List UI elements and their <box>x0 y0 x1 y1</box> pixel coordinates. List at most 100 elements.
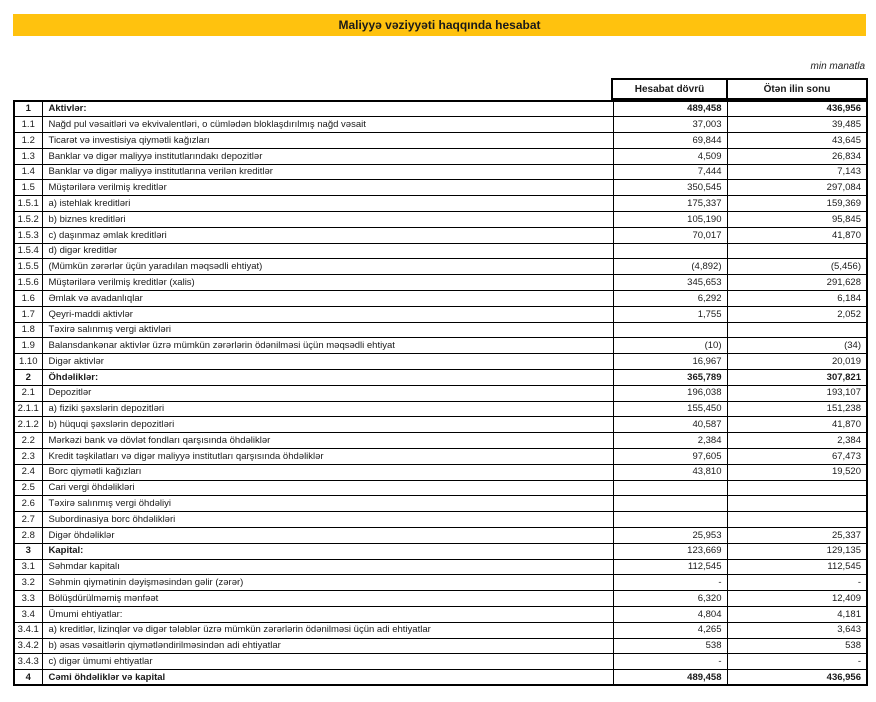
current-period-value-cell: 70,017 <box>612 226 728 244</box>
table-row: 1.5.2 b) biznes kreditləri 105,190 95,845 <box>13 211 868 228</box>
previous-year-value-cell <box>726 495 868 513</box>
row-number-cell: 2 <box>13 369 43 386</box>
row-number-cell: 1.5.2 <box>13 211 43 228</box>
row-number-cell: 2.5 <box>13 479 43 497</box>
table-row: 1.3 Banklar və digər maliyyə institutları… <box>13 147 868 165</box>
current-period-value-cell: 4,804 <box>612 606 728 623</box>
row-number-cell: 3 <box>13 542 43 560</box>
table-row: 3.4 Ümumi ehtiyatlar: 4,804 4,181 <box>13 606 868 623</box>
row-label-cell: Banklar və digər maliyyə institutlarına … <box>41 163 614 181</box>
current-period-value-cell <box>612 479 728 497</box>
row-label-cell: c) daşınmaz əmlak kreditləri <box>41 226 614 244</box>
previous-year-value-cell: 193,107 <box>726 384 868 402</box>
row-number-cell: 4 <box>13 669 43 686</box>
table-row: 2.1.2 b) hüquqi şəxslərin depozitləri 40,5… <box>13 416 868 434</box>
previous-year-value-cell: 41,870 <box>726 226 868 244</box>
row-label-cell: Bölüşdürülməmiş mənfəət <box>41 590 614 607</box>
row-number-cell: 1.5.6 <box>13 274 43 292</box>
previous-year-value-cell: 291,628 <box>726 274 868 292</box>
row-number-cell: 1.3 <box>13 147 43 165</box>
previous-year-value-cell: 436,956 <box>726 669 868 686</box>
previous-year-value-cell: 12,409 <box>726 590 868 607</box>
row-number-cell: 2.7 <box>13 511 43 529</box>
row-number-cell: 1.9 <box>13 337 43 355</box>
previous-year-value-cell: 2,384 <box>726 432 868 450</box>
table-row: 2.3 Kredit təşkilatları və digər maliyyə … <box>13 448 868 465</box>
row-label-cell: Öhdəliklər: <box>41 369 614 386</box>
row-label-cell: b) biznes kreditləri <box>41 211 614 228</box>
row-number-cell: 2.1.1 <box>13 400 43 418</box>
column-header-current: Hesabat dövrü <box>611 78 728 100</box>
report-title-banner: Maliyyə vəziyyəti haqqında hesabat <box>13 14 866 36</box>
row-number-cell: 2.4 <box>13 463 43 481</box>
row-number-cell: 1.6 <box>13 290 43 307</box>
table-row: 1.4 Banklar və digər maliyyə institutları… <box>13 163 868 181</box>
current-period-value-cell: 175,337 <box>612 195 728 213</box>
row-number-cell: 3.4.2 <box>13 637 43 655</box>
row-label-cell: Kapital: <box>41 542 614 560</box>
table-row: 1.5 Müştərilərə verilmiş kreditlər 350,545… <box>13 179 868 197</box>
current-period-value-cell: 97,605 <box>612 448 728 465</box>
row-label-cell: a) fiziki şəxslərin depozitləri <box>41 400 614 418</box>
current-period-value-cell: 345,653 <box>612 274 728 292</box>
row-label-cell: Müştərilərə verilmiş kreditlər (xalis) <box>41 274 614 292</box>
table-row: 2.5 Cari vergi öhdəlikləri <box>13 479 868 497</box>
current-period-value-cell: 196,038 <box>612 384 728 402</box>
table-row: 3 Kapital: 123,669 129,135 <box>13 542 868 560</box>
row-label-cell: a) istehlak kreditləri <box>41 195 614 213</box>
row-number-cell: 1.1 <box>13 116 43 134</box>
previous-year-value-cell: 20,019 <box>726 353 868 371</box>
current-period-value-cell: - <box>612 653 728 671</box>
row-label-cell: Qeyri-maddi aktivlər <box>41 305 614 323</box>
current-period-value-cell: 1,755 <box>612 305 728 323</box>
previous-year-value-cell: 39,485 <box>726 116 868 134</box>
row-label-cell: b) hüquqi şəxslərin depozitləri <box>41 416 614 434</box>
row-number-cell: 3.4.3 <box>13 653 43 671</box>
row-number-cell: 1.8 <box>13 321 43 339</box>
row-number-cell: 2.8 <box>13 527 43 544</box>
current-period-value-cell: 105,190 <box>612 211 728 228</box>
column-header-row: Hesabat dövrü Ötən ilin sonu <box>611 78 868 100</box>
row-label-cell: Cari vergi öhdəlikləri <box>41 479 614 497</box>
row-number-cell: 2.2 <box>13 432 43 450</box>
previous-year-value-cell: - <box>726 653 868 671</box>
row-label-cell: Depozitlər <box>41 384 614 402</box>
row-number-cell: 2.1.2 <box>13 416 43 434</box>
row-label-cell: Subordinasiya borc öhdəlikləri <box>41 511 614 529</box>
table-row: 3.4.2 b) əsas vəsaitlərin qiymətləndirilm… <box>13 637 868 655</box>
previous-year-value-cell: 41,870 <box>726 416 868 434</box>
previous-year-value-cell: 43,645 <box>726 132 868 149</box>
row-label-cell: Balansdankənar aktivlər üzrə mümkün zərə… <box>41 337 614 355</box>
previous-year-value-cell: (5,456) <box>726 258 868 276</box>
current-period-value-cell: 69,844 <box>612 132 728 149</box>
previous-year-value-cell: 129,135 <box>726 542 868 560</box>
page-title: Maliyyə vəziyyəti haqqında hesabat <box>338 18 541 32</box>
row-number-cell: 1.2 <box>13 132 43 149</box>
row-label-cell: Müştərilərə verilmiş kreditlər <box>41 179 614 197</box>
row-label-cell: Digər aktivlər <box>41 353 614 371</box>
row-number-cell: 3.1 <box>13 558 43 576</box>
table-row: 4 Cəmi öhdəliklər və kapital 489,458 436,95… <box>13 669 868 686</box>
row-label-cell: Kredit təşkilatları və digər maliyyə ins… <box>41 448 614 465</box>
table-row: 1.5.5 (Mümkün zərərlər üçün yaradılan məq… <box>13 258 868 276</box>
table-row: 1.5.3 c) daşınmaz əmlak kreditləri 70,017 4… <box>13 226 868 244</box>
current-period-value-cell: 2,384 <box>612 432 728 450</box>
table-row: 1.6 Əmlak və avadanlıqlar 6,292 6,184 <box>13 290 868 307</box>
row-number-cell: 1.5.3 <box>13 226 43 244</box>
table-row: 3.3 Bölüşdürülməmiş mənfəət 6,320 12,409 <box>13 590 868 607</box>
row-label-cell: Təxirə salınmış vergi aktivləri <box>41 321 614 339</box>
previous-year-value-cell: 436,956 <box>726 100 868 118</box>
report-table-body: 1 Aktivlər: 489,458 436,956 1.1 Nağd pul vəsa… <box>13 100 868 686</box>
previous-year-value-cell: 4,181 <box>726 606 868 623</box>
row-number-cell: 2.3 <box>13 448 43 465</box>
row-label-cell: Ümumi ehtiyatlar: <box>41 606 614 623</box>
row-label-cell: Səhmin qiymətinin dəyişməsindən gəlir (z… <box>41 574 614 592</box>
row-label-cell: Banklar və digər maliyyə institutlarında… <box>41 147 614 165</box>
current-period-value-cell <box>612 242 728 260</box>
current-period-value-cell <box>612 321 728 339</box>
current-period-value-cell: 123,669 <box>612 542 728 560</box>
current-period-value-cell: 6,320 <box>612 590 728 607</box>
previous-year-value-cell <box>726 321 868 339</box>
table-row: 3.1 Səhmdar kapitalı 112,545 112,545 <box>13 558 868 576</box>
